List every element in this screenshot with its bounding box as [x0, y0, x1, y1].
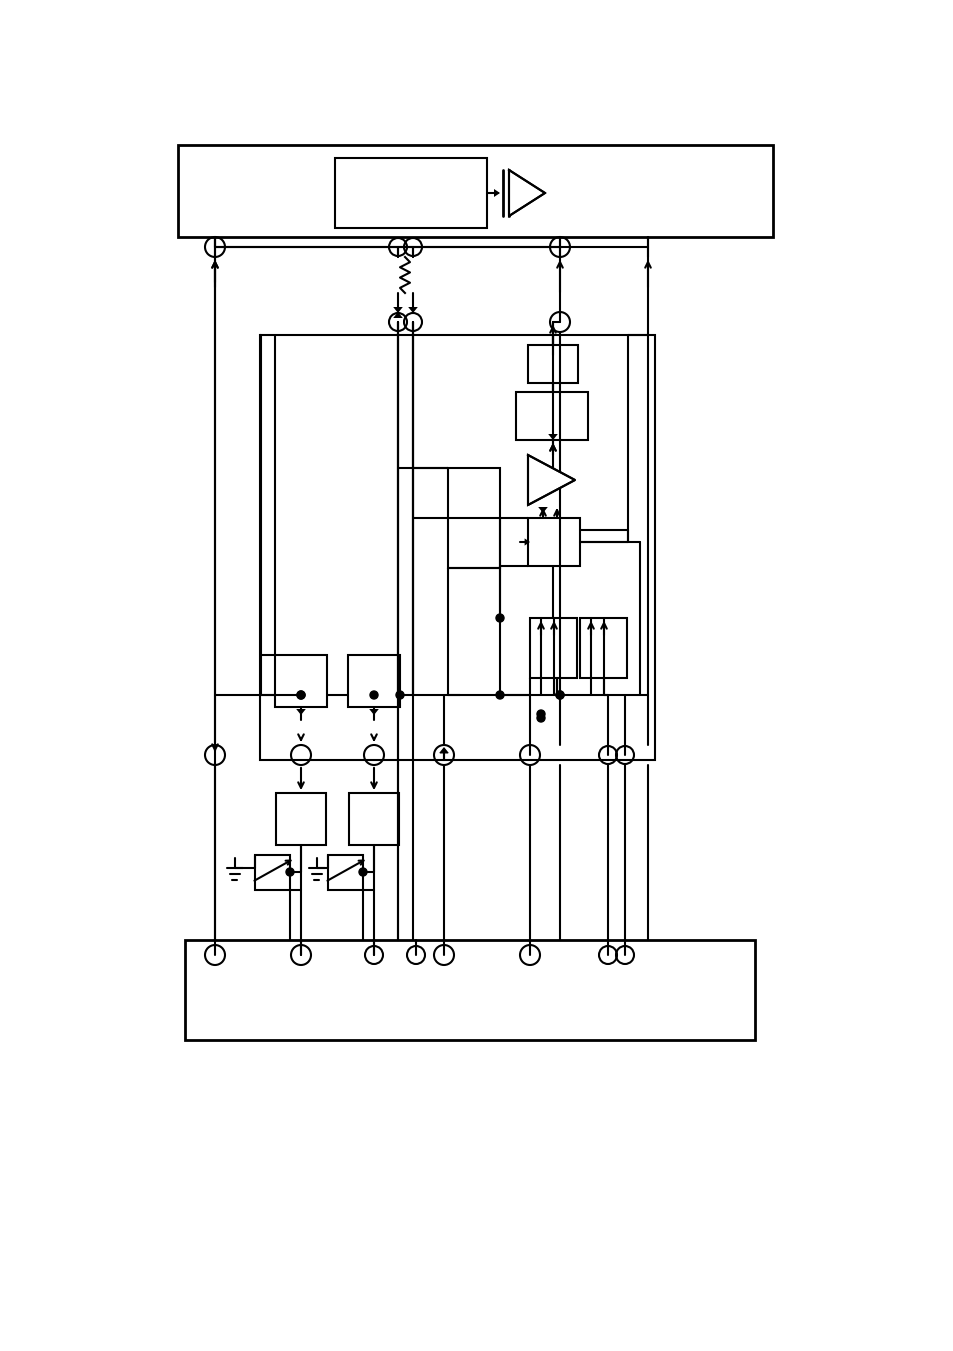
Circle shape — [286, 867, 294, 875]
Circle shape — [370, 690, 377, 698]
Polygon shape — [537, 507, 547, 513]
Polygon shape — [509, 170, 544, 216]
Circle shape — [556, 690, 563, 698]
Bar — [448, 467, 499, 567]
Bar — [274, 655, 327, 707]
Polygon shape — [548, 434, 558, 440]
Polygon shape — [439, 748, 448, 754]
Polygon shape — [408, 307, 417, 313]
Bar — [260, 335, 655, 761]
Polygon shape — [295, 709, 306, 715]
Bar — [530, 617, 577, 678]
Bar — [178, 145, 772, 236]
Polygon shape — [393, 312, 402, 317]
Polygon shape — [494, 189, 499, 197]
Bar — [516, 392, 587, 440]
Circle shape — [296, 690, 305, 698]
Circle shape — [537, 711, 544, 717]
Polygon shape — [527, 455, 575, 505]
Circle shape — [296, 690, 305, 698]
Circle shape — [496, 690, 503, 698]
Bar — [579, 617, 626, 678]
Polygon shape — [524, 539, 530, 546]
Bar — [527, 345, 578, 382]
Circle shape — [496, 613, 503, 621]
Polygon shape — [393, 307, 402, 313]
Polygon shape — [438, 747, 448, 753]
Bar — [335, 158, 486, 228]
Polygon shape — [369, 709, 378, 715]
Circle shape — [358, 867, 367, 875]
Bar — [275, 793, 326, 844]
Circle shape — [556, 690, 563, 698]
Bar — [328, 855, 363, 890]
Bar — [348, 655, 399, 707]
Bar — [527, 517, 579, 566]
Circle shape — [395, 690, 403, 698]
Bar — [254, 855, 290, 890]
Bar — [349, 793, 398, 844]
Bar — [185, 940, 754, 1040]
Circle shape — [537, 713, 544, 721]
